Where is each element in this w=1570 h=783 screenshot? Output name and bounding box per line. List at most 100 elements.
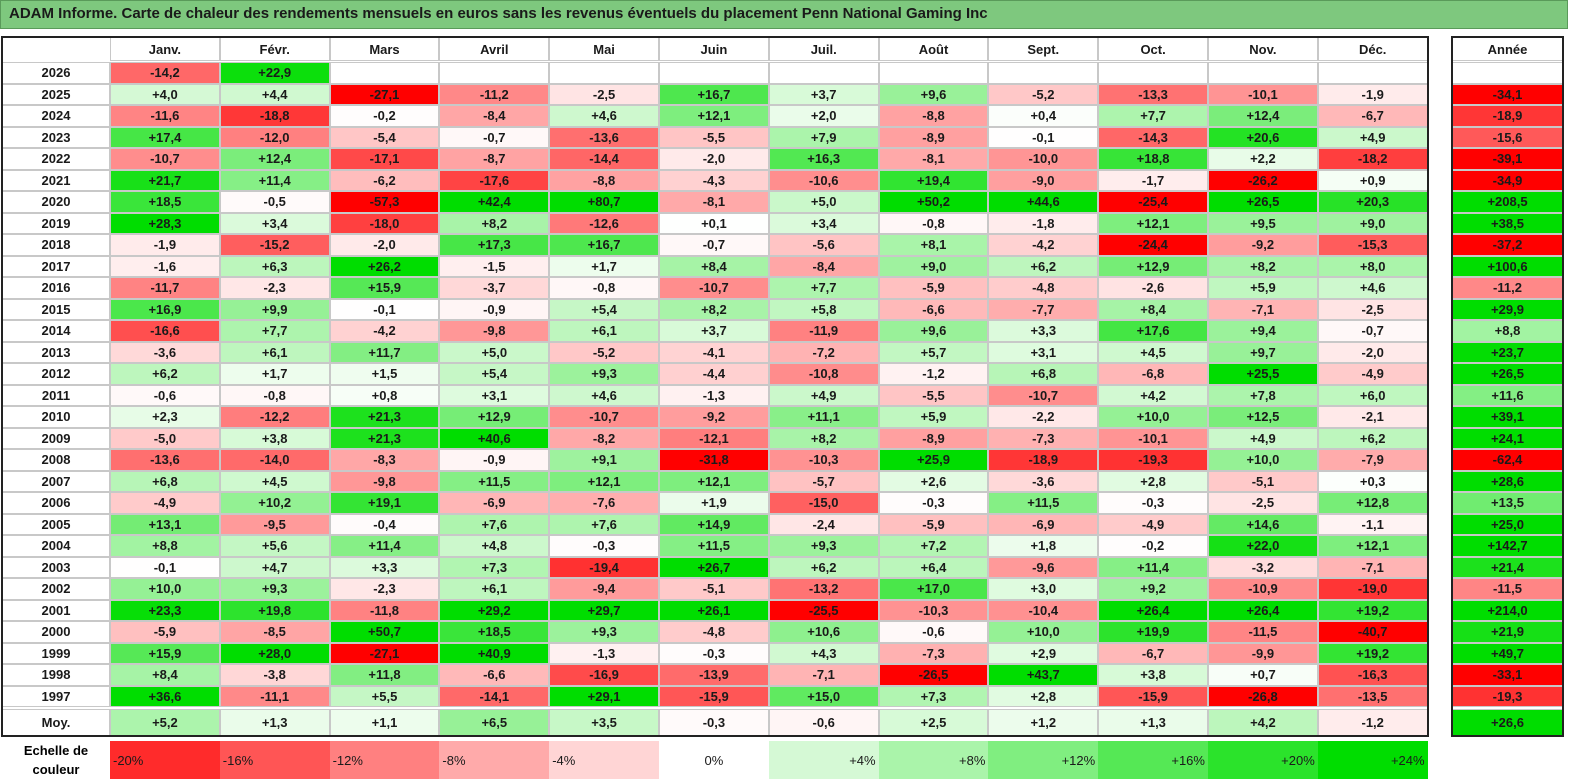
- heatmap-cell: +5,0: [768, 191, 879, 213]
- heatmap-cell: +7,8: [1208, 384, 1318, 406]
- row-year-label: 1998: [2, 664, 110, 686]
- heatmap-cell: +12,8: [1317, 492, 1428, 514]
- row-year-label: 2002: [2, 578, 110, 600]
- heatmap-cell: [988, 62, 1099, 84]
- heatmap-cell: -12,6: [549, 212, 659, 234]
- heatmap-cell: -11,1: [219, 685, 330, 707]
- heatmap-cell: [1098, 62, 1208, 84]
- heatmap-cell: -0,1: [329, 298, 440, 320]
- color-scale-swatch: -8%: [439, 741, 550, 779]
- average-cell: -0,6: [768, 709, 879, 736]
- heatmap-cell: [549, 62, 659, 84]
- heatmap-cell: -14,2: [110, 62, 220, 84]
- average-cell: +2,5: [878, 709, 989, 736]
- heatmap-cell: -9,2: [1208, 234, 1318, 256]
- heatmap-cell: +6,2: [768, 556, 879, 578]
- heatmap-cell: -14,0: [219, 449, 330, 471]
- heatmap-cell: -10,7: [988, 384, 1099, 406]
- heatmap-cell: +19,2: [1317, 642, 1428, 664]
- heatmap-cell: +6,2: [988, 255, 1099, 277]
- heatmap-cell: -12,2: [219, 406, 330, 428]
- heatmap-cell: +9,0: [1317, 212, 1428, 234]
- year-total-cell: +11,6: [1452, 384, 1563, 406]
- year-total-cell: +100,6: [1452, 255, 1563, 277]
- heatmap-cell: -8,2: [549, 427, 659, 449]
- heatmap-cell: +6,2: [110, 363, 220, 385]
- heatmap-cell: -8,4: [439, 105, 550, 127]
- heatmap-cell: +5,6: [219, 535, 330, 557]
- row-year-label: 2015: [2, 298, 110, 320]
- heatmap-cell: -7,9: [1317, 449, 1428, 471]
- heatmap-cell: -26,2: [1208, 169, 1318, 191]
- heatmap-cell: +17,0: [878, 578, 989, 600]
- heatmap-cell: [1317, 62, 1428, 84]
- heatmap-cell: -7,1: [1317, 556, 1428, 578]
- heatmap-cell: +9,9: [219, 298, 330, 320]
- heatmap-cell: +16,9: [110, 298, 220, 320]
- heatmap-cell: -2,3: [329, 578, 440, 600]
- heatmap-cell: +22,0: [1208, 535, 1318, 557]
- heatmap-cell: -18,0: [329, 212, 440, 234]
- average-cell: +4,2: [1208, 709, 1318, 736]
- heatmap-cell: +29,2: [439, 599, 550, 621]
- heatmap-cell: +3,0: [988, 578, 1099, 600]
- heatmap-cell: +3,8: [1098, 664, 1208, 686]
- heatmap-cell: -1,3: [659, 384, 769, 406]
- year-total-cell: -15,6: [1452, 126, 1563, 148]
- year-total-cell: -39,1: [1452, 148, 1563, 170]
- heatmap-cell: +1,7: [549, 255, 659, 277]
- heatmap-cell: +17,4: [110, 126, 220, 148]
- heatmap-cell: +8,4: [659, 255, 769, 277]
- heatmap-cell: -10,0: [988, 148, 1099, 170]
- heatmap-cell: +6,8: [988, 363, 1099, 385]
- heatmap-cell: +4,9: [768, 384, 879, 406]
- heatmap-cell: +1,9: [659, 492, 769, 514]
- year-total-cell: +13,5: [1452, 492, 1563, 514]
- month-header: Déc.: [1317, 37, 1428, 61]
- heatmap-cell: +19,2: [1317, 599, 1428, 621]
- heatmap-cell: -25,5: [768, 599, 879, 621]
- heatmap-cell: +15,9: [329, 277, 440, 299]
- year-total-cell: +39,1: [1452, 406, 1563, 428]
- month-header: Févr.: [219, 37, 330, 61]
- color-scale-swatch: +20%: [1208, 741, 1318, 779]
- heatmap-cell: -15,9: [1098, 685, 1208, 707]
- heatmap-cell: -5,1: [659, 578, 769, 600]
- heatmap-cell: +11,5: [988, 492, 1099, 514]
- heatmap-cell: +19,4: [878, 169, 989, 191]
- title-bar: ADAM Informe. Carte de chaleur des rende…: [0, 0, 1568, 29]
- heatmap-cell: -1,3: [549, 642, 659, 664]
- heatmap-cell: +12,1: [659, 105, 769, 127]
- heatmap-cell: +5,8: [768, 298, 879, 320]
- heatmap-cell: -5,6: [768, 234, 879, 256]
- heatmap-cell: +40,6: [439, 427, 550, 449]
- heatmap-cell: +6,3: [219, 255, 330, 277]
- heatmap-cell: -40,7: [1317, 621, 1428, 643]
- row-year-label: 2024: [2, 105, 110, 127]
- heatmap-cell: -2,1: [1317, 406, 1428, 428]
- heatmap-cell: +7,9: [768, 126, 879, 148]
- heatmap-cell: -5,2: [988, 83, 1099, 105]
- heatmap-cell: +26,5: [1208, 191, 1318, 213]
- heatmap-cell: -10,7: [659, 277, 769, 299]
- heatmap-cell: -15,9: [659, 685, 769, 707]
- year-total-cell: +24,1: [1452, 427, 1563, 449]
- heatmap-cell: +3,4: [768, 212, 879, 234]
- heatmap-cell: +9,4: [1208, 320, 1318, 342]
- heatmap-cell: -1,9: [110, 234, 220, 256]
- heatmap-cell: -11,5: [1208, 621, 1318, 643]
- heatmap-cell: +8,1: [878, 234, 989, 256]
- row-year-label: 2013: [2, 341, 110, 363]
- heatmap-cell: -2,4: [768, 513, 879, 535]
- heatmap-cell: -12,1: [659, 427, 769, 449]
- heatmap-cell: +44,6: [988, 191, 1099, 213]
- heatmap-cell: -5,5: [659, 126, 769, 148]
- heatmap-cell: +7,3: [439, 556, 550, 578]
- heatmap-cell: -5,0: [110, 427, 220, 449]
- heatmap-cell: -6,2: [329, 169, 440, 191]
- heatmap-cell: +50,2: [878, 191, 989, 213]
- row-year-label: 2008: [2, 449, 110, 471]
- row-year-label: 2000: [2, 621, 110, 643]
- heatmap-cell: +14,9: [659, 513, 769, 535]
- month-header: Mars: [329, 37, 440, 61]
